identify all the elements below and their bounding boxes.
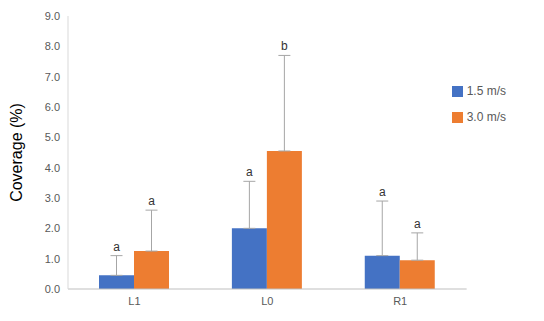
- svg-text:a: a: [414, 217, 421, 231]
- svg-text:6.0: 6.0: [45, 101, 60, 113]
- svg-text:9.0: 9.0: [45, 10, 60, 22]
- svg-text:L0: L0: [261, 295, 273, 307]
- svg-text:a: a: [113, 240, 120, 254]
- svg-text:7.0: 7.0: [45, 71, 60, 83]
- svg-text:8.0: 8.0: [45, 40, 60, 52]
- svg-text:0.0: 0.0: [45, 283, 60, 295]
- html-text:1.5 m/s: 1.5 m/s: [466, 84, 506, 98]
- svg-text:b: b: [281, 39, 288, 53]
- html-text:3.0 m/s: 3.0 m/s: [466, 110, 506, 124]
- svg-text:4.0: 4.0: [45, 162, 60, 174]
- svg-text:2.0: 2.0: [45, 222, 60, 234]
- svg-text:L1: L1: [128, 295, 140, 307]
- svg-text:Coverage (%): Coverage (%): [8, 103, 25, 202]
- svg-text:5.0: 5.0: [45, 131, 60, 143]
- svg-text:a: a: [379, 185, 386, 199]
- svg-text:R1: R1: [393, 295, 407, 307]
- svg-text:3.0: 3.0: [45, 192, 60, 204]
- svg-text:a: a: [246, 165, 253, 179]
- svg-text:1.0: 1.0: [45, 253, 60, 265]
- svg-text:a: a: [148, 194, 155, 208]
